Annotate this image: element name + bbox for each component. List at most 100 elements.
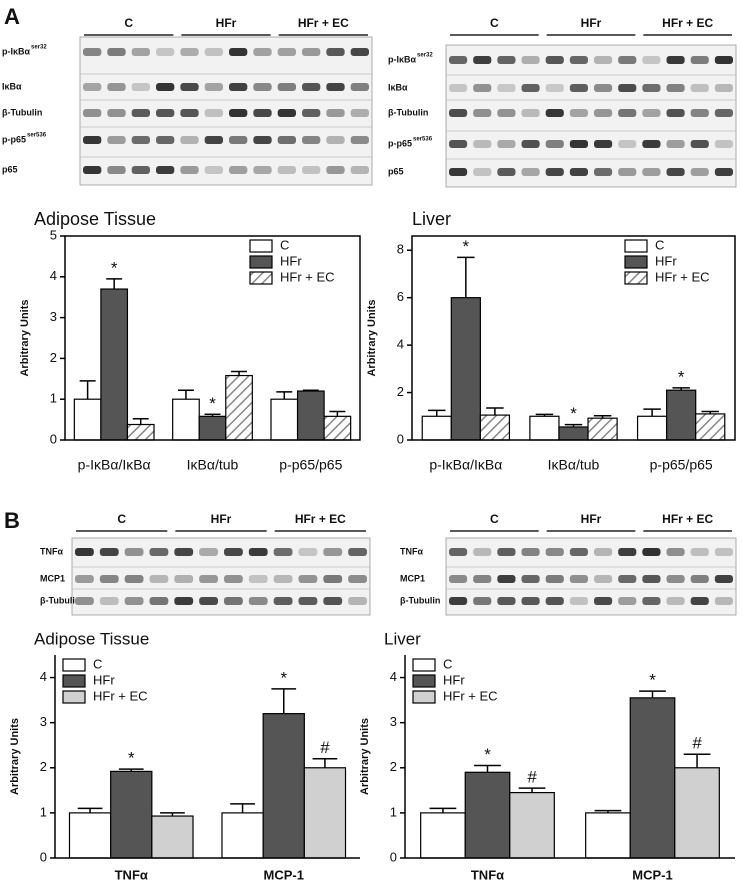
blot-band <box>350 136 369 144</box>
significance-marker: * <box>570 404 577 423</box>
legend-label: HFr <box>280 253 302 268</box>
blot-band <box>714 84 733 92</box>
blot-band <box>99 575 119 583</box>
blot-band <box>497 84 516 92</box>
blot-band <box>449 109 468 117</box>
blot-band <box>273 597 293 605</box>
legend-label: C <box>655 237 664 252</box>
group-label: HFr <box>581 16 602 30</box>
blot-band <box>545 109 564 117</box>
plot-frame <box>64 235 361 441</box>
blot-band <box>229 136 248 144</box>
x-tick-label: IκBα/tub <box>548 457 600 473</box>
blot-band <box>253 136 272 144</box>
blot-band <box>131 83 150 91</box>
blot-band <box>248 548 268 556</box>
blot-band <box>180 48 199 56</box>
blot-frame <box>71 537 371 616</box>
blot-band <box>449 56 468 64</box>
blot-band <box>569 109 588 117</box>
bar <box>221 812 264 859</box>
blot-band <box>714 548 733 556</box>
y-tick-label: 2 <box>390 759 397 774</box>
blot-band <box>156 48 175 56</box>
y-tick-label: 2 <box>40 759 47 774</box>
blot-band <box>642 168 661 176</box>
y-tick-label: 6 <box>397 289 404 304</box>
blot-band <box>277 48 296 56</box>
y-tick-label: 3 <box>50 309 57 324</box>
legend-label: HFr + EC <box>443 688 498 703</box>
legend-swatch <box>249 255 273 269</box>
blot-band <box>323 597 343 605</box>
blot-band <box>521 168 540 176</box>
bar <box>636 415 668 441</box>
bar <box>68 812 112 859</box>
y-tick-label: 4 <box>397 337 404 352</box>
blot-band <box>302 166 321 174</box>
blot-band <box>497 575 516 583</box>
significance-marker: # <box>527 768 537 787</box>
blot-row-label: β-Tubulin <box>400 595 440 605</box>
blot-band <box>449 597 468 605</box>
blot-band <box>323 548 343 556</box>
blot-band <box>473 140 492 148</box>
legend-label: C <box>93 656 102 671</box>
y-axis-label: Arbitrary Units <box>9 718 21 795</box>
blot-band <box>248 575 268 583</box>
blot-band <box>156 136 175 144</box>
bar <box>420 812 466 859</box>
blot-band <box>569 548 588 556</box>
y-tick-label: 4 <box>390 669 397 684</box>
significance-marker: * <box>111 258 118 277</box>
blot-band <box>156 109 175 117</box>
x-tick-label: TNFα <box>115 867 148 882</box>
y-tick-label: 1 <box>50 391 57 406</box>
blot-band <box>75 597 94 605</box>
blot-band <box>569 140 588 148</box>
legend-swatch <box>412 674 436 688</box>
blot-band <box>149 597 169 605</box>
blot-band <box>545 168 564 176</box>
blot-band <box>618 140 637 148</box>
bar <box>172 398 200 441</box>
blot-band <box>545 84 564 92</box>
blot-band <box>545 597 564 605</box>
x-tick-label: IκBα/tub <box>187 457 239 473</box>
bar <box>100 288 129 441</box>
bar <box>323 415 352 441</box>
bar <box>587 417 618 441</box>
blot-band <box>714 168 733 176</box>
chart-title: Adipose Tissue <box>34 209 156 229</box>
y-tick-label: 0 <box>50 431 57 446</box>
legend-swatch <box>249 271 273 285</box>
bar <box>666 389 697 441</box>
blot-band <box>497 109 516 117</box>
bar <box>464 771 511 859</box>
blot-band <box>449 168 468 176</box>
significance-marker: * <box>280 668 287 687</box>
blot-band <box>323 575 343 583</box>
blot-band <box>449 140 468 148</box>
blot-band <box>180 136 199 144</box>
blot-band <box>473 168 492 176</box>
group-label: HFr + EC <box>662 512 713 526</box>
blot-band <box>204 83 223 91</box>
legend-label: C <box>443 656 452 671</box>
blot-band <box>618 56 637 64</box>
bar <box>450 297 481 441</box>
blot-band <box>666 548 685 556</box>
blot-band <box>326 166 345 174</box>
blot-band <box>594 548 613 556</box>
blot-band <box>83 166 102 174</box>
blot-band <box>156 166 175 174</box>
blot-band <box>618 109 637 117</box>
blot-band <box>124 597 144 605</box>
y-axis-label: Arbitrary Units <box>19 299 31 376</box>
blot-band <box>180 83 199 91</box>
bar <box>262 713 305 859</box>
y-tick-label: 1 <box>390 804 397 819</box>
blot-band <box>156 83 175 91</box>
blot-band <box>642 597 661 605</box>
y-tick-label: 2 <box>397 384 404 399</box>
